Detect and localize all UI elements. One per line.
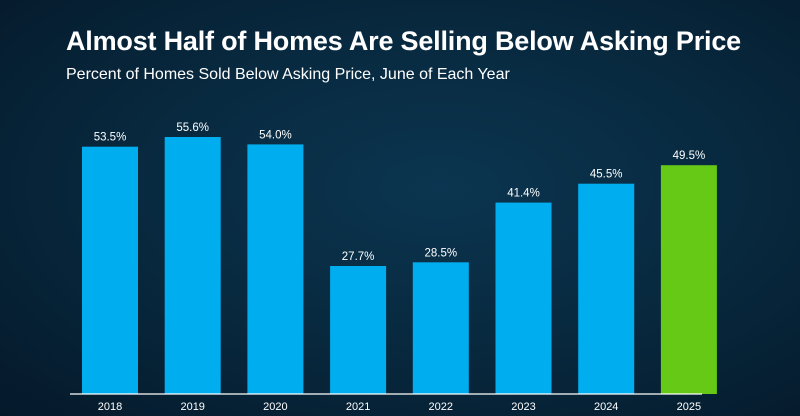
bar-2020 bbox=[247, 144, 304, 394]
value-label-2021: 27.7% bbox=[342, 251, 375, 263]
x-tick-label-2018: 2018 bbox=[98, 401, 122, 413]
bar-2019 bbox=[164, 137, 221, 394]
x-tick-label-2023: 2023 bbox=[511, 401, 535, 413]
x-tick-label-2019: 2019 bbox=[180, 401, 204, 413]
value-label-2024: 45.5% bbox=[590, 169, 623, 181]
bar-2021 bbox=[330, 266, 387, 394]
value-label-2020: 54.0% bbox=[259, 129, 292, 141]
chart-subtitle: Percent of Homes Sold Below Asking Price… bbox=[66, 66, 510, 83]
x-tick-label-2022: 2022 bbox=[429, 401, 453, 413]
bar-2022 bbox=[412, 262, 469, 394]
value-label-2019: 55.6% bbox=[176, 122, 209, 134]
bar-2023 bbox=[495, 202, 552, 394]
x-tick-label-2020: 2020 bbox=[263, 401, 287, 413]
bar-2025 bbox=[660, 165, 717, 394]
x-tick-label-2024: 2024 bbox=[594, 401, 618, 413]
chart-title: Almost Half of Homes Are Selling Below A… bbox=[66, 26, 741, 56]
value-label-2022: 28.5% bbox=[424, 247, 457, 259]
bar-2024 bbox=[578, 183, 635, 394]
value-label-2018: 53.5% bbox=[94, 132, 127, 144]
x-tick-label-2025: 2025 bbox=[677, 401, 701, 413]
value-label-2023: 41.4% bbox=[507, 188, 540, 200]
value-label-2025: 49.5% bbox=[673, 150, 706, 162]
labels-layer: 53.5% 2018 55.6% 2019 54.0% 2020 27.7% 2021 28.5… bbox=[94, 122, 706, 413]
x-tick-label-2021: 2021 bbox=[346, 401, 370, 413]
bars-layer bbox=[82, 137, 717, 394]
bar-2018 bbox=[82, 146, 138, 394]
